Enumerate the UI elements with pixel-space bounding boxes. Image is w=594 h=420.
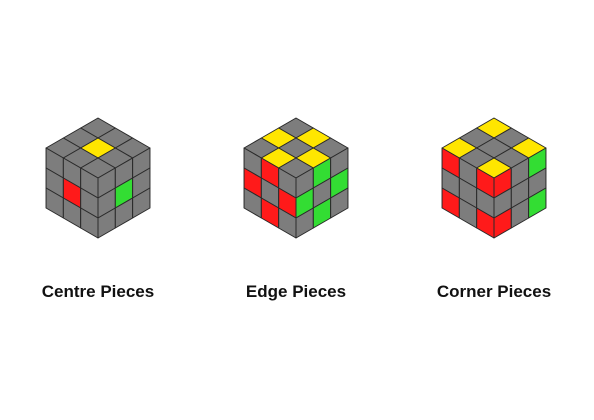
caption-corner-pieces: Corner Pieces [436, 282, 552, 301]
cube-2-right-sticker [528, 187, 547, 219]
caption-centre-pieces: Centre Pieces [41, 282, 155, 301]
cube-1-right-sticker [330, 187, 349, 219]
cube-0-right-sticker [132, 187, 151, 219]
caption-edge-pieces: Edge Pieces [245, 282, 347, 301]
